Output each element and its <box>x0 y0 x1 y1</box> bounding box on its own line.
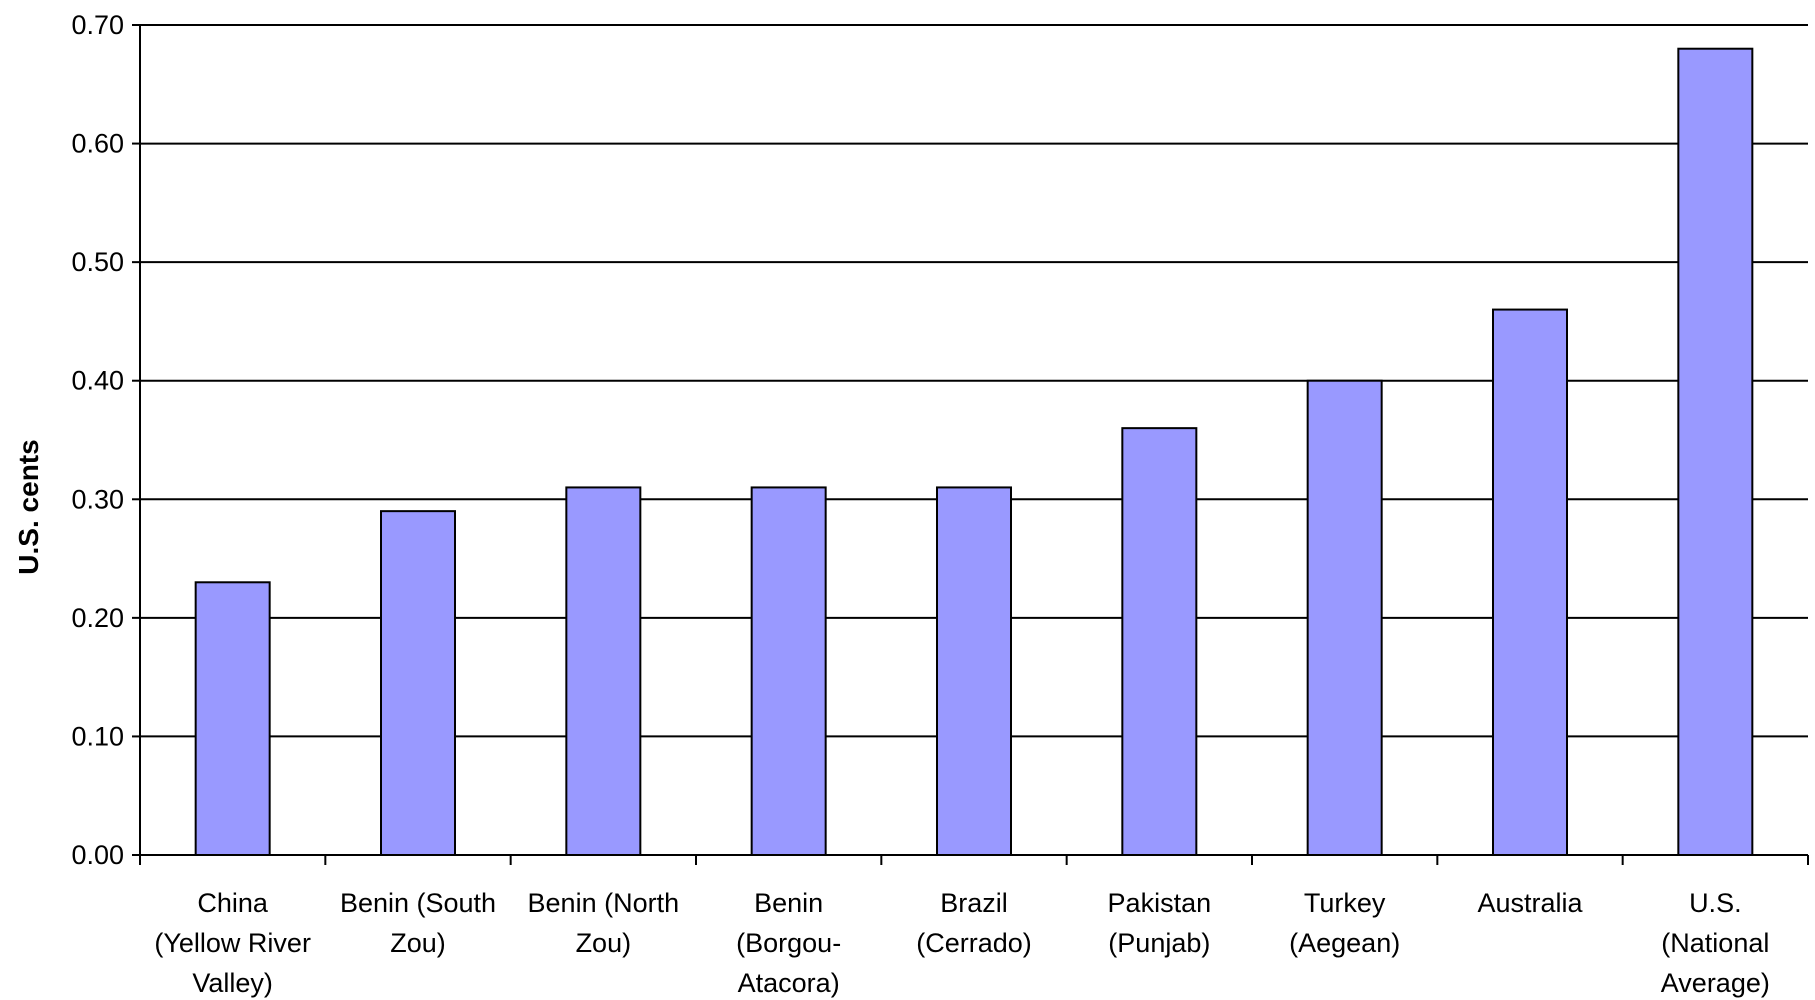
x-category-label-line: Benin (South <box>340 888 496 918</box>
bar <box>565 486 642 856</box>
x-category-label-line: Turkey <box>1304 888 1386 918</box>
x-category-label-line: (Cerrado) <box>916 928 1032 958</box>
x-category-label-line: (Aegean) <box>1289 928 1400 958</box>
x-category-label-line: China <box>197 888 269 918</box>
x-category-label-line: (Punjab) <box>1108 928 1210 958</box>
x-category-label: Turkey (Aegean) <box>1289 888 1400 958</box>
bar <box>750 486 827 856</box>
x-category-label-line: Brazil <box>940 888 1008 918</box>
x-category-label-line: (Borgou- <box>736 928 841 958</box>
y-tick-label: 0.50 <box>71 247 124 277</box>
bar <box>380 510 456 856</box>
y-tick-label: 0.60 <box>71 129 124 159</box>
bar <box>194 581 271 856</box>
bar <box>1306 379 1383 856</box>
x-category-label: Brazil (Cerrado) <box>916 888 1032 958</box>
x-category-label: Pakistan (Punjab) <box>1108 888 1212 958</box>
x-category-label-line: U.S. <box>1689 888 1742 918</box>
bar <box>1677 47 1754 856</box>
x-category-label: China (Yellow River Valley) <box>154 888 311 998</box>
x-category-label-line: Atacora) <box>738 968 840 998</box>
y-tick-label: 0.70 <box>71 10 124 40</box>
bar <box>1121 427 1198 856</box>
y-tick-label: 0.20 <box>71 603 124 633</box>
bar <box>1492 308 1568 857</box>
x-category-label: Benin (Borgou- Atacora) <box>736 888 841 998</box>
x-category-label-line: (Yellow River <box>154 928 311 958</box>
x-category-label-line: (National <box>1661 928 1769 958</box>
x-category-label-line: Pakistan <box>1108 888 1212 918</box>
bars <box>194 47 1754 857</box>
x-category-label-line: Australia <box>1477 888 1583 918</box>
x-category-label: Australia <box>1477 888 1583 918</box>
x-category-label: Benin (North Zou) <box>528 888 680 958</box>
x-category-label-line: Benin <box>754 888 823 918</box>
x-category-label-line: Zou) <box>390 928 446 958</box>
y-axis-title-group: U.S. cents <box>13 439 44 574</box>
x-category-label-line: Average) <box>1661 968 1770 998</box>
y-tick-labels: 0.00 0.10 0.20 0.30 0.40 0.50 0.60 0.70 <box>71 10 124 870</box>
x-category-label-line: Benin (North <box>528 888 680 918</box>
bar <box>936 486 1012 856</box>
y-tick-label: 0.40 <box>71 366 124 396</box>
y-axis-title: U.S. cents <box>13 439 44 574</box>
x-category-label-line: Zou) <box>576 928 632 958</box>
x-category-label: Benin (South Zou) <box>340 888 496 958</box>
x-category-label-line: Valley) <box>192 968 273 998</box>
y-tick-label: 0.30 <box>71 484 124 514</box>
axes <box>132 24 1809 865</box>
x-category-label: U.S. (National Average) <box>1661 888 1770 998</box>
y-tick-label: 0.00 <box>71 840 124 870</box>
y-tick-label: 0.10 <box>71 721 124 751</box>
x-category-labels: China (Yellow River Valley) Benin (South Zou… <box>154 888 1769 998</box>
